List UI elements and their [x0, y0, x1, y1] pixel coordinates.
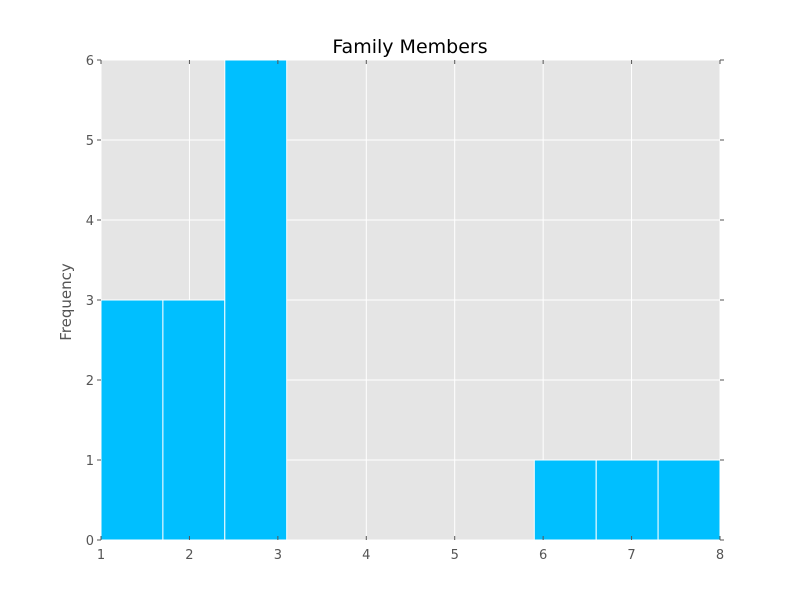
x-tick-label: 3 [274, 548, 282, 563]
histogram-bar [533, 459, 597, 541]
chart-title: Family Members [332, 36, 487, 58]
y-tick-label: 6 [86, 54, 94, 69]
axis-ticks [97, 59, 724, 541]
x-tick-label: 4 [362, 548, 370, 563]
histogram-bar [162, 299, 226, 541]
histogram-bar [100, 299, 164, 541]
y-tick-label: 0 [86, 534, 94, 549]
histogram-bar [657, 459, 721, 541]
bars [100, 59, 721, 541]
y-tick-label: 3 [86, 294, 94, 309]
x-tick-label: 1 [97, 548, 105, 563]
x-tick-label: 2 [185, 548, 193, 563]
histogram-bar [595, 459, 659, 541]
x-tick-label: 8 [716, 548, 724, 563]
y-tick-label: 2 [86, 374, 94, 389]
x-tick-label: 6 [539, 548, 547, 563]
y-tick-label: 4 [86, 214, 94, 229]
y-axis-label: Frequency [57, 263, 75, 341]
x-tick-label: 7 [627, 548, 635, 563]
histogram-bar [224, 59, 288, 541]
y-tick-label: 1 [86, 454, 94, 469]
y-tick-label: 5 [86, 134, 94, 149]
x-tick-label: 5 [451, 548, 459, 563]
